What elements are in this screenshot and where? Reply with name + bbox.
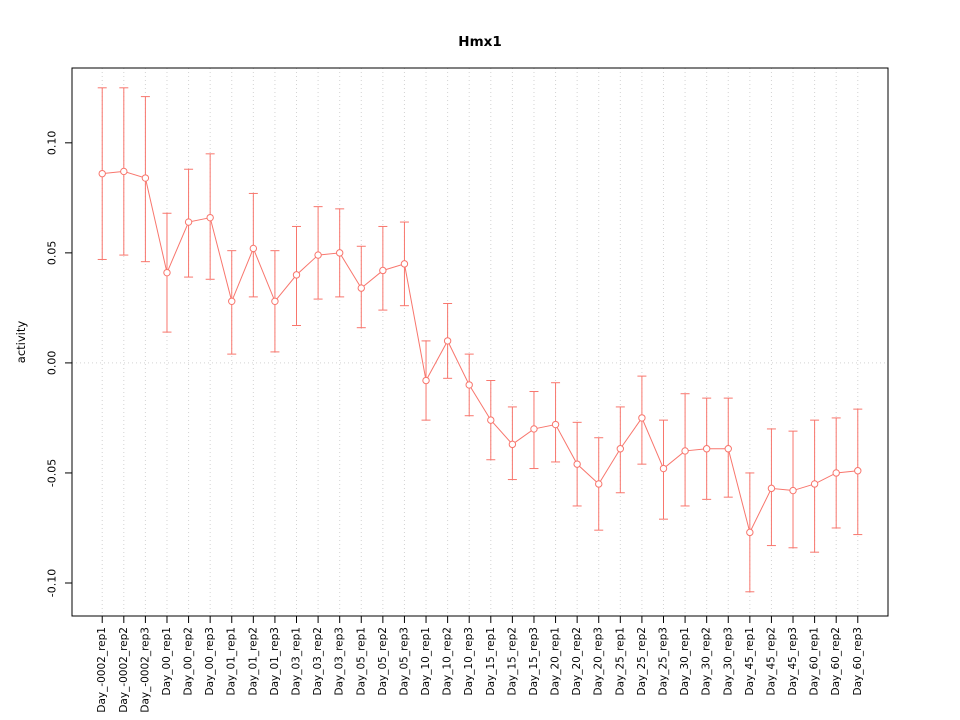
x-tick-label: Day_01_rep2 — [247, 627, 259, 696]
y-tick-label: 0.00 — [46, 351, 59, 376]
data-point — [487, 416, 495, 424]
x-tick-label: Day_05_rep3 — [398, 627, 410, 696]
x-axis: Day_-0002_rep1 Day_-0002_rep2 Day_-0002_re… — [96, 616, 864, 713]
data-point — [357, 284, 365, 292]
x-tick-label: Day_03_rep1 — [291, 627, 303, 696]
data-point — [335, 249, 344, 257]
x-tick-label: Day_10_rep1 — [420, 627, 432, 696]
data-point — [854, 467, 862, 475]
x-tick-label: Day_60_rep2 — [830, 627, 842, 696]
series-line — [102, 170, 858, 534]
data-point — [443, 337, 452, 345]
y-tick-label: 0.05 — [46, 241, 59, 266]
grid-layer — [72, 68, 888, 616]
x-tick-label: Day_25_rep1 — [614, 627, 626, 696]
x-tick-label: Day_30_rep2 — [701, 627, 713, 696]
x-tick-label: Day_45_rep1 — [744, 627, 756, 696]
data-point — [551, 420, 560, 429]
data-point — [400, 260, 409, 268]
data-point — [659, 464, 668, 473]
data-point — [595, 480, 603, 488]
x-tick-label: Day_01_rep1 — [226, 627, 238, 696]
x-tick-label: Day_15_rep3 — [528, 627, 540, 696]
data-point — [465, 381, 473, 389]
y-tick-label: 0.10 — [46, 131, 59, 156]
data-point — [573, 460, 581, 468]
x-tick-label: Day_45_rep2 — [765, 627, 777, 696]
x-tick-label: Day_20_rep1 — [550, 627, 562, 696]
data-point — [314, 251, 322, 259]
x-tick-label: Day_10_rep2 — [442, 627, 454, 696]
chart-title: Hmx1 — [458, 34, 501, 50]
data-point — [120, 167, 128, 176]
data-point — [379, 266, 387, 275]
x-tick-label: Day_20_rep3 — [593, 627, 605, 696]
data-point — [206, 213, 214, 222]
x-tick-label: Day_30_rep3 — [722, 627, 734, 696]
x-tick-label: Day_00_rep1 — [161, 627, 173, 696]
data-point — [702, 445, 711, 453]
x-tick-label: Day_03_rep2 — [312, 627, 324, 696]
data-point — [141, 174, 150, 182]
x-tick-label: Day_03_rep3 — [334, 627, 346, 696]
x-tick-label: Day_25_rep2 — [636, 627, 648, 696]
data-point — [98, 169, 106, 178]
plot-border — [71, 67, 889, 617]
y-tick-label: -0.10 — [46, 569, 59, 597]
x-tick-label: Day_45_rep3 — [787, 627, 799, 696]
y-tick-label: -0.05 — [46, 459, 59, 487]
data-point — [530, 425, 538, 433]
x-tick-label: Day_30_rep1 — [679, 627, 691, 696]
data-point — [228, 297, 236, 305]
x-tick-label: Day_20_rep2 — [571, 627, 583, 696]
x-tick-label: Day_01_rep3 — [269, 627, 281, 696]
data-point — [184, 218, 193, 226]
data-point — [681, 447, 689, 455]
data-point — [832, 469, 840, 477]
data-point — [508, 440, 517, 449]
x-tick-label: Day_15_rep2 — [506, 627, 518, 696]
x-tick-label: Day_60_rep3 — [852, 627, 864, 696]
data-point — [746, 528, 754, 537]
x-tick-label: Day_15_rep1 — [485, 627, 497, 696]
data-point — [767, 484, 776, 493]
data-point — [789, 486, 797, 495]
data-point — [249, 244, 258, 253]
x-tick-label: Day_10_rep3 — [463, 627, 475, 696]
x-tick-label: Day_00_rep3 — [204, 627, 216, 696]
data-point — [810, 480, 819, 488]
x-tick-label: Day_05_rep1 — [355, 627, 367, 696]
data-point — [271, 297, 279, 305]
y-axis: -0.10 -0.05 0.00 0.05 0.10 — [46, 131, 72, 597]
data-series-layer — [97, 87, 863, 593]
x-tick-label: Day_25_rep3 — [657, 627, 669, 696]
x-tick-label: Day_60_rep1 — [809, 627, 821, 696]
data-point — [616, 445, 625, 453]
data-point — [724, 445, 732, 453]
y-axis-title: activity — [14, 321, 28, 364]
data-point — [292, 271, 301, 279]
x-tick-label: Day_00_rep2 — [183, 627, 195, 696]
x-tick-label: Day_-0002_rep3 — [139, 627, 151, 713]
data-point — [638, 414, 646, 422]
data-point — [163, 268, 171, 277]
data-point — [422, 376, 430, 385]
x-tick-label: Day_-0002_rep2 — [118, 627, 130, 713]
x-tick-label: Day_05_rep2 — [377, 627, 389, 696]
x-tick-label: Day_-0002_rep1 — [96, 627, 108, 713]
